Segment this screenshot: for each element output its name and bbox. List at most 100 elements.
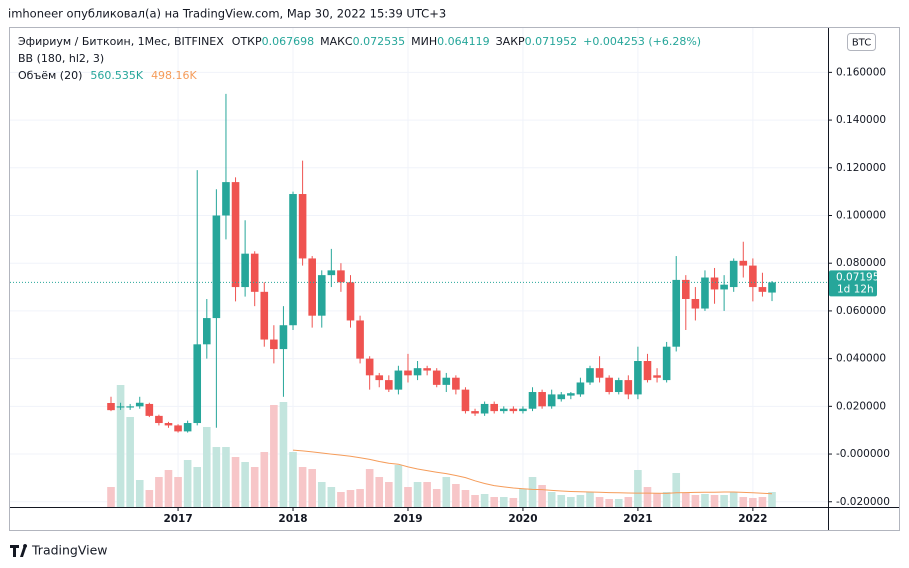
volume-bar	[576, 494, 585, 507]
volume-legend: Объём (20) 560.535K 498.16K	[18, 69, 198, 82]
candle-body	[586, 368, 594, 383]
candle-body	[155, 415, 163, 424]
brand-name[interactable]: TradingView	[31, 543, 108, 558]
candle-body	[624, 380, 633, 395]
candle-body	[116, 406, 125, 408]
volume-bar	[490, 497, 498, 507]
volume-bar	[432, 489, 441, 507]
volume-bar	[279, 402, 288, 507]
y-tick-label: 0.160000	[836, 66, 886, 78]
candle-body	[768, 282, 776, 293]
volume-bar	[653, 492, 661, 507]
volume-bar	[471, 494, 479, 507]
currency-button[interactable]: BTC	[847, 33, 876, 51]
candle-body	[289, 194, 297, 326]
candle-body	[634, 361, 642, 395]
candle-body	[298, 194, 307, 259]
y-tick-label: 0.060000	[836, 305, 886, 317]
y-tick-label: 0.140000	[836, 114, 886, 126]
y-tick-label: 0.040000	[836, 353, 886, 365]
brand-icon[interactable]	[10, 544, 28, 557]
indicator-label: BB (180, hl2, 3)	[18, 52, 104, 65]
volume-bar	[672, 472, 681, 507]
volume-bar	[337, 492, 345, 507]
x-tick-label: 2021	[623, 513, 652, 525]
y-tick-label: 0.080000	[836, 257, 886, 269]
candle-body	[107, 402, 115, 411]
x-tick-label: 2020	[508, 513, 537, 525]
volume-name: Объём (20)	[18, 69, 82, 82]
volume-bar	[691, 494, 700, 507]
candle-body	[653, 375, 661, 378]
volume-value: 560.535K	[90, 69, 143, 82]
volume-bar	[174, 477, 182, 507]
candle-body	[250, 253, 259, 292]
volume-bar	[365, 469, 374, 507]
volume-bar	[480, 494, 489, 507]
candle-body	[193, 344, 202, 424]
volume-bar	[164, 469, 173, 507]
candle-body	[308, 258, 316, 316]
y-tick-label: 0.100000	[836, 209, 886, 221]
candle-body	[452, 377, 460, 390]
candle-body	[279, 325, 288, 350]
last-price-label: 0.071952	[836, 271, 886, 283]
volume-bar	[346, 489, 355, 507]
volume-bar	[710, 494, 719, 507]
candle-body	[442, 377, 451, 385]
volume-bar	[231, 457, 240, 507]
volume-bar	[270, 404, 278, 507]
candle-body	[145, 403, 154, 416]
volume-bar	[662, 492, 671, 507]
volume-ma-line	[292, 449, 773, 495]
candle-body	[499, 408, 508, 412]
candle-body	[480, 403, 489, 414]
chart-frame	[9, 27, 900, 531]
candle-body	[404, 370, 412, 376]
candle-body	[337, 270, 345, 283]
volume-bar	[749, 497, 757, 507]
volume-bar	[183, 459, 192, 507]
volume-bar	[404, 487, 412, 507]
volume-bar	[394, 464, 403, 507]
x-tick-label: 2022	[738, 513, 767, 525]
volume-bar	[250, 467, 259, 507]
high-label: МАКС	[320, 35, 353, 48]
volume-bar	[356, 489, 364, 507]
symbol-title: Эфириум / Биткоин, 1Мес, BITFINEX	[18, 35, 224, 48]
candle-body	[164, 423, 173, 426]
volume-bar	[739, 497, 748, 507]
volume-bar	[155, 477, 163, 507]
volume-bar	[423, 482, 431, 507]
candle-body	[432, 370, 441, 385]
volume-bar	[260, 452, 269, 507]
volume-bar	[538, 484, 546, 507]
currency-button-box[interactable]	[847, 33, 876, 51]
brand-logo[interactable]: TradingView	[10, 543, 108, 558]
candle-body	[365, 358, 374, 376]
close-label: ЗАКР	[496, 35, 525, 48]
candle-body	[385, 380, 393, 390]
volume-bar	[442, 477, 451, 507]
currency-button-label[interactable]: BTC	[852, 38, 871, 49]
y-tick-label: 0.120000	[836, 162, 886, 174]
x-tick-label: 2019	[393, 513, 422, 525]
candle-body	[317, 275, 326, 316]
candle-body	[528, 392, 537, 409]
low-value: 0.064119	[437, 35, 490, 48]
candle-body	[222, 182, 230, 216]
volume-bar	[701, 494, 709, 507]
volume-bar	[203, 427, 211, 507]
volume-bar	[135, 479, 144, 507]
volume-bar	[624, 497, 633, 507]
close-value: 0.071952	[525, 35, 578, 48]
volume-bar	[528, 477, 537, 507]
candle-body	[126, 406, 134, 408]
volume-bar	[212, 447, 221, 507]
candle-body	[231, 182, 240, 288]
volume-bar	[682, 492, 690, 507]
candle-body	[375, 375, 384, 381]
volume-bar	[241, 462, 249, 507]
candle-body	[203, 318, 211, 345]
